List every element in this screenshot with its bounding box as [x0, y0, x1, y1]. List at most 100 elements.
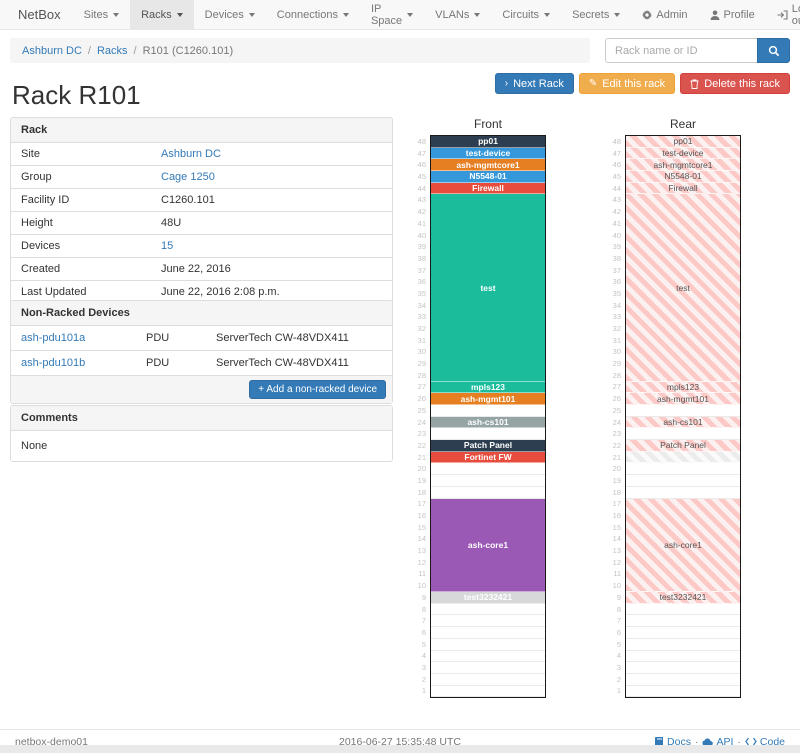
gear-icon — [642, 9, 653, 20]
rack-unit-device[interactable]: N5548-01 — [431, 171, 545, 183]
unit-number: 29 — [612, 359, 621, 369]
unit-number: 20 — [417, 464, 426, 474]
nav-item-vlans[interactable]: VLANs — [424, 0, 491, 29]
rack-unit-device[interactable]: Firewall — [431, 182, 545, 195]
rack-unit-device[interactable]: Patch Panel — [626, 440, 740, 452]
footer-link-docs[interactable]: Docs — [655, 736, 691, 748]
unit-number: 28 — [612, 370, 621, 380]
unit-number: 47 — [417, 148, 426, 158]
edit-rack-button[interactable]: ✎ Edit this rack — [578, 73, 676, 94]
unit-number: 2 — [421, 674, 426, 684]
rack-unit-device[interactable]: ash-core1 — [431, 498, 545, 593]
rack-unit-device[interactable]: ash-mgmt101 — [431, 393, 545, 405]
rack-unit-empty — [431, 662, 545, 674]
nav-item-sites[interactable]: Sites — [73, 0, 130, 29]
unit-number: 12 — [612, 557, 621, 567]
nav-item-circuits[interactable]: Circuits — [491, 0, 561, 29]
rack-unit-empty — [626, 615, 740, 628]
navbar: NetBox Sites Racks Devices Connections IP Sp… — [0, 0, 800, 30]
device-name-link[interactable]: ash-pdu101b — [21, 357, 86, 369]
unit-number: 23 — [417, 429, 426, 439]
unit-number: 22 — [612, 440, 621, 450]
page-title: Rack R101 — [12, 80, 141, 110]
rack-unit-device[interactable]: pp01 — [626, 136, 740, 148]
rack-unit-device[interactable]: test — [431, 194, 545, 382]
search-button[interactable] — [757, 38, 790, 63]
chevron-down-icon — [113, 13, 120, 17]
nav-item-admin[interactable]: Admin — [631, 0, 698, 29]
rack-unit-empty — [431, 463, 545, 476]
rack-unit-device[interactable]: Firewall — [626, 182, 740, 195]
user-nav: Admin Profile Log out — [631, 0, 800, 29]
rack-unit-device[interactable]: test3232421 — [626, 592, 740, 604]
unit-number: 42 — [417, 207, 426, 217]
unit-number: 5 — [616, 639, 621, 649]
unit-number: 11 — [613, 569, 621, 579]
nav-item-label: Admin — [656, 8, 688, 21]
rack-unit-device[interactable]: Fortinet FW — [431, 451, 545, 464]
rack-unit-device[interactable]: Patch Panel — [431, 440, 545, 452]
nav-item-profile[interactable]: Profile — [699, 0, 766, 29]
breadcrumb-item[interactable]: Racks — [96, 44, 128, 57]
front-elevation-title: Front — [473, 117, 502, 131]
nav-item-ip-space[interactable]: IP Space — [360, 0, 424, 29]
user-icon — [710, 10, 720, 20]
rack-unit-device[interactable]: ash-cs101 — [626, 416, 740, 429]
rack-unit-device[interactable]: mpls123 — [431, 381, 545, 394]
rack-unit-device[interactable]: ash-core1 — [626, 498, 740, 593]
rack-unit-device[interactable]: test — [626, 194, 740, 382]
delete-rack-button[interactable]: Delete this rack — [680, 73, 790, 94]
horizontal-scrollbar[interactable] — [0, 745, 800, 753]
breadcrumb-item[interactable]: Ashburn DC — [22, 44, 82, 57]
footer-link-separator: · — [737, 735, 741, 748]
unit-number: 45 — [612, 172, 621, 182]
nav-item-secrets[interactable]: Secrets — [561, 0, 631, 29]
attribute-value: 48U — [161, 217, 182, 229]
unit-number: 14 — [417, 534, 426, 544]
unit-number: 32 — [612, 324, 621, 333]
unit-number: 27 — [417, 382, 426, 392]
search-input[interactable] — [605, 38, 757, 63]
attribute-value[interactable]: Ashburn DC — [161, 148, 221, 160]
unit-number: 15 — [417, 522, 426, 532]
rack-unit-device[interactable]: test-device — [431, 147, 545, 160]
add-non-racked-device-button[interactable]: + Add a non-racked device — [249, 380, 386, 399]
nav-item-label: Connections — [276, 8, 338, 21]
attribute-value[interactable]: 15 — [161, 240, 174, 252]
nav-item-racks[interactable]: Racks — [130, 0, 194, 29]
unit-number: 11 — [418, 569, 426, 579]
unit-number: 16 — [612, 511, 621, 520]
unit-number: 47 — [612, 148, 621, 158]
footer-link-api[interactable]: API — [702, 736, 733, 748]
non-racked-panel-title: Non-Racked Devices — [11, 301, 392, 326]
rack-unit-device[interactable]: ash-cs101 — [431, 416, 545, 429]
front-rack-box: pp01 test-device ash-mgmtcore1 N5548-01 Fire… — [430, 135, 546, 699]
breadcrumb-separator: / — [87, 44, 91, 57]
attribute-value[interactable]: Cage 1250 — [161, 171, 215, 183]
rack-unit-device[interactable]: N5548-01 — [626, 171, 740, 183]
unit-number: 18 — [417, 487, 426, 497]
rack-unit-device[interactable]: pp01 — [431, 136, 545, 148]
unit-number: 48 — [417, 137, 426, 146]
unit-number: 18 — [612, 487, 621, 497]
rack-unit-device[interactable]: ash-mgmt101 — [626, 393, 740, 405]
unit-number: 17 — [612, 499, 621, 509]
rack-unit-device[interactable]: ash-mgmtcore1 — [431, 159, 545, 172]
unit-number: 29 — [417, 359, 426, 369]
nav-item-log-out[interactable]: Log out — [766, 0, 800, 29]
footer-link-code[interactable]: Code — [745, 736, 785, 748]
next-rack-button[interactable]: › Next Rack — [494, 73, 574, 94]
device-role: PDU — [146, 357, 170, 369]
rack-unit-device[interactable]: ash-mgmtcore1 — [626, 159, 740, 172]
nav-item-devices[interactable]: Devices — [194, 0, 266, 29]
nav-item-connections[interactable]: Connections — [266, 0, 360, 29]
brand-netbox[interactable]: NetBox — [18, 7, 61, 22]
rack-unit-device[interactable]: test-device — [626, 147, 740, 160]
device-name-link[interactable]: ash-pdu101a — [21, 332, 86, 344]
attribute-value: June 22, 2016 — [161, 263, 231, 275]
unit-number: 8 — [421, 604, 426, 614]
rack-unit-device[interactable]: test3232421 — [431, 592, 545, 604]
nav-item-label: Racks — [141, 8, 172, 21]
unit-number: 7 — [421, 616, 426, 626]
rack-unit-device[interactable]: mpls123 — [626, 381, 740, 394]
